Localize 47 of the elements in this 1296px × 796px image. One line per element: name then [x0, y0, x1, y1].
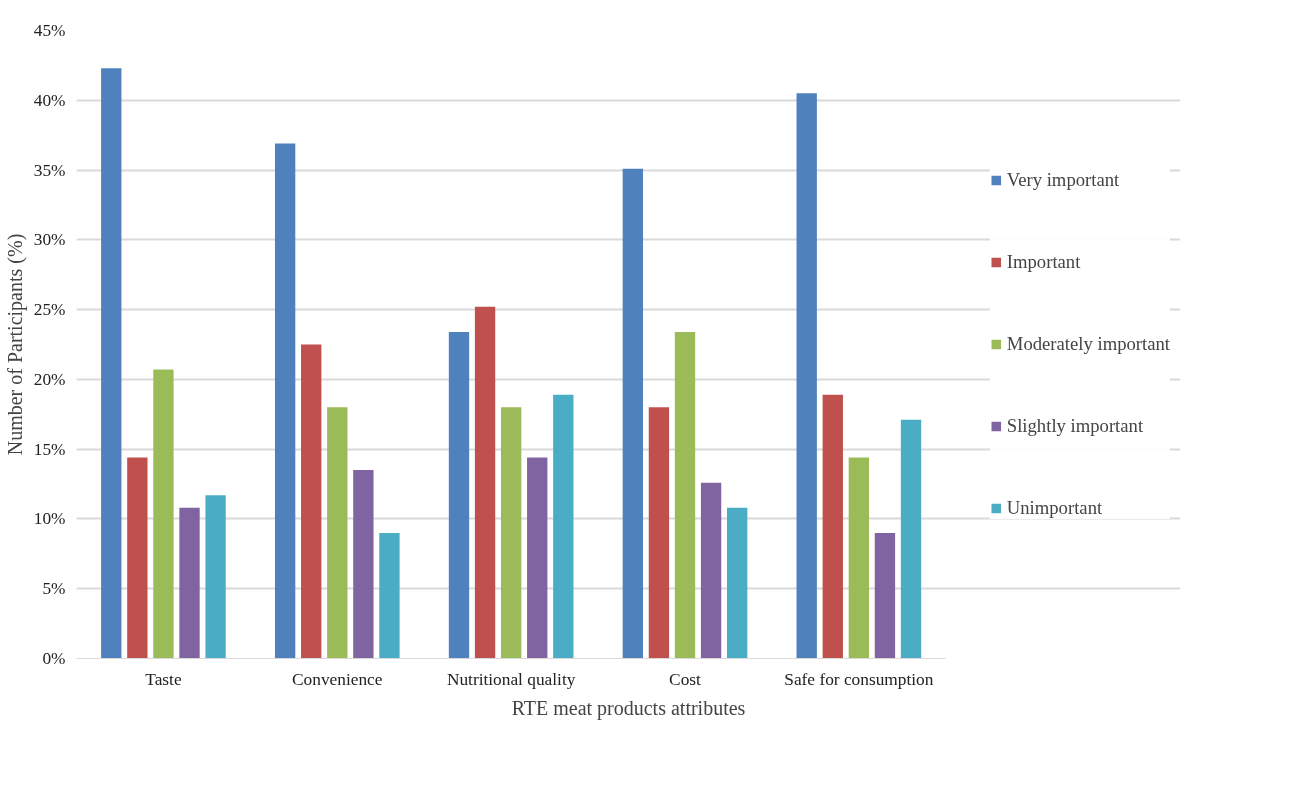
- y-tick-label: 15%: [33, 439, 66, 459]
- y-tick-label: 25%: [33, 300, 66, 320]
- y-tick-label: 45%: [33, 21, 66, 40]
- bar: [796, 93, 817, 659]
- x-axis-title: RTE meat products attributes: [511, 696, 746, 720]
- bar: [622, 168, 644, 659]
- bar: [448, 331, 470, 659]
- bar: [274, 143, 296, 659]
- y-tick-label: 0%: [42, 649, 66, 668]
- bar: [553, 394, 574, 659]
- bar: [900, 419, 922, 659]
- y-tick-label: 40%: [33, 90, 66, 110]
- bar: [700, 482, 722, 659]
- y-tick-label: 5%: [42, 579, 66, 599]
- bar: [648, 407, 670, 659]
- bar: [726, 507, 748, 659]
- bar: [674, 331, 696, 659]
- bar: [353, 470, 374, 659]
- bar: [822, 394, 843, 659]
- y-tick-label: 35%: [33, 160, 66, 180]
- bar: [301, 344, 322, 659]
- bar: [874, 532, 896, 659]
- legend-label: Unimportant: [1006, 497, 1103, 519]
- bar: [127, 457, 148, 659]
- y-tick-label: 10%: [33, 509, 66, 529]
- y-axis-title: Number of Participants (%): [3, 233, 27, 456]
- legend-label: Slightly important: [1006, 415, 1144, 437]
- bar: [205, 495, 226, 659]
- bar: [474, 306, 496, 659]
- legend-label: Important: [1006, 251, 1081, 273]
- x-tick-label: Convenience: [292, 669, 383, 689]
- y-tick-label: 20%: [33, 369, 66, 389]
- bar: [153, 369, 174, 659]
- x-tick-label: Nutritional quality: [446, 669, 576, 689]
- bar: [101, 68, 122, 659]
- x-tick-label: Taste: [145, 669, 182, 689]
- bar: [179, 507, 200, 659]
- bar: [527, 457, 548, 659]
- x-tick-label: Cost: [669, 669, 702, 689]
- legend-label: Very important: [1006, 169, 1120, 191]
- y-tick-label: 30%: [33, 230, 66, 250]
- bar: [848, 457, 870, 659]
- legend-label: Moderately important: [1006, 333, 1170, 355]
- x-tick-label: Safe for consumption: [784, 669, 934, 689]
- bar: [379, 532, 400, 659]
- bar: [500, 407, 522, 659]
- bar: [327, 407, 348, 659]
